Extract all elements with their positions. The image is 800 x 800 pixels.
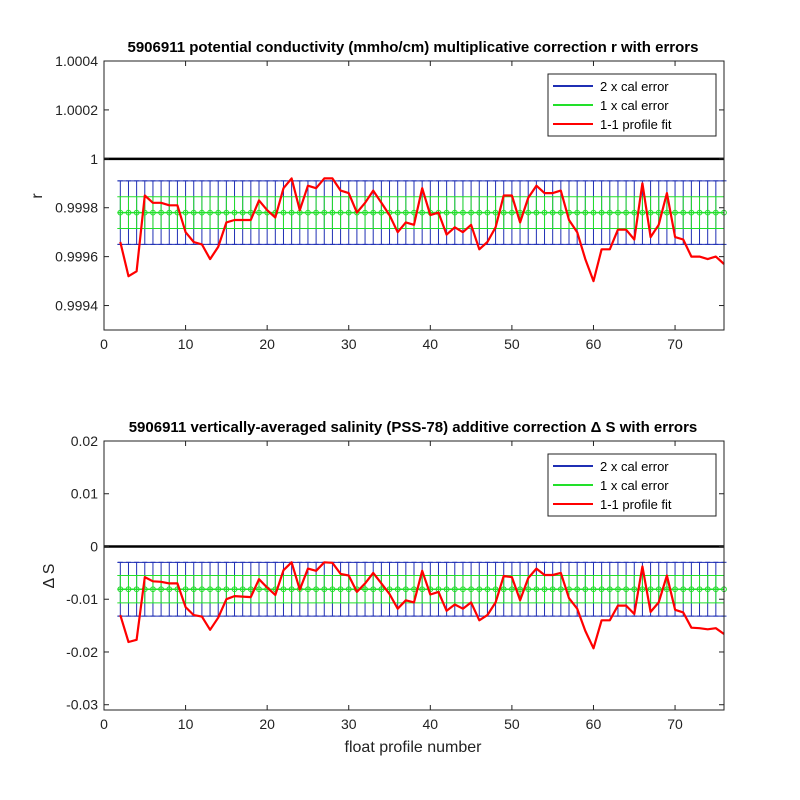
x-tick-label: 70 bbox=[667, 336, 683, 352]
conductivity-legend-label-cal1: 1 x cal error bbox=[600, 98, 669, 113]
salinity-plot-content bbox=[104, 545, 727, 650]
x-tick-label: 40 bbox=[423, 336, 439, 352]
x-tick-label: 30 bbox=[341, 336, 357, 352]
conductivity-y-axis-label: r bbox=[29, 193, 46, 199]
y-tick-label: 0.02 bbox=[71, 433, 98, 449]
y-tick-label: 1.0004 bbox=[55, 53, 98, 69]
conductivity-correction-panel: 5906911 potential conductivity (mmho/cm)… bbox=[29, 39, 727, 352]
x-tick-label: 70 bbox=[667, 716, 683, 732]
x-tick-label: 0 bbox=[100, 716, 108, 732]
x-tick-label: 10 bbox=[178, 336, 194, 352]
salinity-panel-title: 5906911 vertically-averaged salinity (PS… bbox=[129, 419, 698, 436]
x-tick-label: 20 bbox=[259, 336, 275, 352]
profile-fit-series-line bbox=[119, 177, 725, 283]
y-tick-label: -0.02 bbox=[66, 644, 98, 660]
y-tick-label: -0.03 bbox=[66, 697, 98, 713]
salinity-legend-label-fit: 1-1 profile fit bbox=[600, 497, 672, 512]
conductivity-y-ticks: 0.9994 0.9996 0.9998 1 1.0002 1.0004 bbox=[55, 53, 724, 314]
salinity-x-ticks: 0 10 20 30 40 50 60 70 bbox=[100, 441, 683, 732]
salinity-legend-label-cal2: 2 x cal error bbox=[600, 459, 669, 474]
x-tick-label: 60 bbox=[586, 336, 602, 352]
salinity-y-ticks: -0.03 -0.02 -0.01 0 0.01 0.02 bbox=[66, 433, 724, 713]
y-tick-label: 0.01 bbox=[71, 486, 98, 502]
salinity-correction-panel: 5906911 vertically-averaged salinity (PS… bbox=[41, 419, 727, 756]
salinity-x-axis-label: float profile number bbox=[345, 739, 483, 756]
y-tick-label: 1.0002 bbox=[55, 102, 98, 118]
conductivity-x-ticks: 0 10 20 30 40 50 60 70 bbox=[100, 61, 683, 352]
salinity-legend: 2 x cal error 1 x cal error 1-1 profile … bbox=[547, 453, 717, 517]
x-tick-label: 30 bbox=[341, 716, 357, 732]
conductivity-legend-label-cal2: 2 x cal error bbox=[600, 79, 669, 94]
conductivity-axes-box bbox=[103, 60, 725, 331]
profile-fit-series-line bbox=[119, 561, 725, 650]
x-tick-label: 20 bbox=[259, 716, 275, 732]
conductivity-legend: 2 x cal error 1 x cal error 1-1 profile … bbox=[547, 73, 717, 137]
conductivity-legend-label-fit: 1-1 profile fit bbox=[600, 117, 672, 132]
salinity-y-axis-label: Δ S bbox=[41, 564, 58, 589]
y-tick-label: 0.9998 bbox=[55, 200, 98, 216]
salinity-legend-label-cal1: 1 x cal error bbox=[600, 478, 669, 493]
salinity-axes-box bbox=[103, 440, 725, 711]
x-tick-label: 50 bbox=[504, 716, 520, 732]
x-tick-label: 10 bbox=[178, 716, 194, 732]
conductivity-panel-title: 5906911 potential conductivity (mmho/cm)… bbox=[128, 39, 699, 56]
y-tick-label: 0.9996 bbox=[55, 249, 98, 265]
x-tick-label: 50 bbox=[504, 336, 520, 352]
y-tick-label: 1 bbox=[90, 151, 98, 167]
conductivity-plot-content bbox=[104, 157, 727, 283]
y-tick-label: 0.9994 bbox=[55, 298, 98, 314]
x-tick-label: 0 bbox=[100, 336, 108, 352]
y-tick-label: -0.01 bbox=[66, 591, 98, 607]
x-tick-label: 60 bbox=[586, 716, 602, 732]
y-tick-label: 0 bbox=[90, 538, 98, 554]
x-tick-label: 40 bbox=[423, 716, 439, 732]
